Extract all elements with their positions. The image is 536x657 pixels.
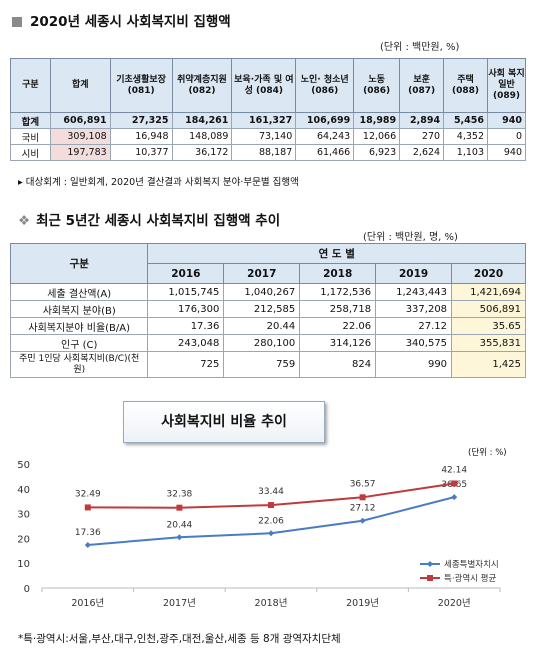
cell: 6,923 [353,144,401,161]
x-tick-label: 2019년 [346,598,379,609]
col-header: 보훈 (087) [399,58,445,113]
col-header: 보육·가족 및 여성 (084) [231,58,297,113]
y-tick-label: 20 [17,534,30,545]
section1-note: ▸ 대상회계 : 일반회계, 2020년 결산결과 사회복지 분야·부문별 집행… [18,177,299,188]
data-label: 36.57 [350,479,376,489]
data-label: 33.44 [258,487,284,497]
cell: 197,783 [49,144,111,161]
table-5year-trend: 구분 연 도 별 2016 2017 2018 2019 2020 세출 결산액… [9,243,526,378]
cell: 27,325 [109,112,173,129]
table-row: 주민 1인당 사회복지비(B/C)(천원) 725 759 824 990 1,… [9,351,526,378]
legend-label: 세종특별자치시 [444,559,499,570]
cell: 606,891 [49,112,111,129]
data-point [84,541,91,548]
table-row: 시비 197,783 10,377 36,172 88,187 61,466 6… [10,144,526,161]
cell: 990 [375,351,453,378]
data-point [268,502,274,509]
data-label: 32.49 [75,489,101,499]
col-header-label: 구분 [9,243,149,284]
x-tick-label: 2017년 [163,598,196,609]
col-header-year: 2016 [147,263,225,284]
cell: 36,172 [171,144,233,161]
data-point [451,480,458,487]
cell: 725 [147,351,225,378]
data-label: 17.36 [75,528,101,538]
col-header: 취약계층지원 (082) [171,58,233,113]
x-tick-label: 2020년 [438,598,471,609]
col-header: 주택 (088) [443,58,488,113]
y-tick-label: 0 [24,584,30,595]
y-tick-label: 40 [17,485,30,496]
col-header: 노인· 청소년 (086) [295,58,355,113]
data-label: 22.06 [258,516,284,526]
data-point [176,504,183,511]
footnote: *특·광역시:서울,부산,대구,인천,광주,대전,울산,세종 등 8개 광역자치… [18,633,341,645]
section1-title: 2020년 세종시 사회복지비 집행액 [12,10,231,30]
col-header-year: 2019 [375,263,453,284]
col-header-year: 2020 [451,263,526,284]
row-label: 주민 1인당 사회복지비(B/C)(천원) [9,351,149,378]
cell: 2,624 [399,144,445,161]
col-header: 사회 복지 일반 (089) [487,58,526,113]
cell: 506,891 [451,300,526,318]
legend-marker [427,575,433,581]
col-header-group: 연 도 별 [147,243,526,264]
col-header-year: 2017 [223,263,301,284]
x-tick-label: 2018년 [255,598,288,609]
section2-title: ❖ 최근 5년간 세종시 사회복지비 집행액 추이 [18,209,280,229]
cell: 940 [487,144,526,161]
cell: 184,261 [171,112,233,129]
table-row: 사회복지 분야(B) 176,300 212,585 258,718 337,2… [9,300,526,318]
data-label: 32.38 [167,490,193,500]
x-tick-label: 2016년 [71,598,104,609]
data-point [451,494,458,501]
diamond-bullet-icon: ❖ [18,213,31,229]
section1-unit: (단위 : 백만원, %) [380,42,460,53]
data-point [359,517,366,524]
data-point [84,504,91,511]
cell: 18,989 [353,112,401,129]
row-label: 시비 [10,144,51,161]
square-bullet-icon [12,17,22,27]
y-tick-label: 10 [17,559,30,570]
legend-label: 특·광역시 평균 [444,573,497,584]
data-label: 20.44 [167,520,193,530]
data-point [359,494,366,501]
data-point [176,534,183,541]
cell: 1,425 [451,351,526,378]
data-point [268,530,274,537]
legend-marker [427,561,433,567]
chart-title: 사회복지비 비율 추이 [123,401,325,443]
y-tick-label: 50 [17,460,30,471]
col-header-year: 2018 [299,263,377,284]
table-2020-welfare: 구분 합계 기초생활보장 (081) 취약계층지원 (082) 보육·가족 및 … [10,58,526,161]
col-header: 노동 (086) [353,58,401,113]
col-header: 구분 [10,58,51,113]
y-tick-label: 30 [17,510,30,521]
section1-title-text: 2020년 세종시 사회복지비 집행액 [30,14,231,30]
col-header: 기초생활보장 (081) [109,58,173,113]
cell: 940 [487,112,526,129]
cell: 355,831 [451,334,526,352]
cell: 10,377 [109,144,173,161]
section2-title-text: 최근 5년간 세종시 사회복지비 집행액 추이 [36,213,281,229]
section2-unit: (단위 : 백만원, 명, %) [363,232,458,243]
data-label: 27.12 [350,504,376,514]
cell: 824 [299,351,377,378]
chart-unit: (단위 : %) [468,448,507,458]
cell: 5,456 [443,112,488,129]
data-label: 42.14 [441,465,467,475]
